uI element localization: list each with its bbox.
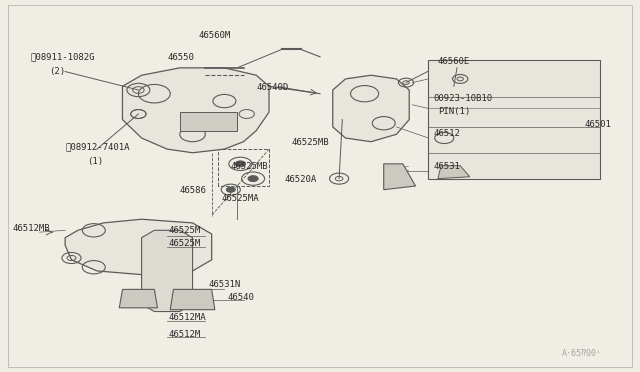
Text: 46525M: 46525M — [168, 239, 200, 248]
Text: ⓕ08912-7401A: ⓕ08912-7401A — [65, 142, 130, 151]
Text: 46586: 46586 — [180, 186, 207, 195]
Text: 46520A: 46520A — [285, 175, 317, 184]
Text: 46540D: 46540D — [256, 83, 289, 92]
Polygon shape — [333, 75, 409, 142]
Text: A·65⁇00ⁱ: A·65⁇00ⁱ — [562, 349, 602, 358]
Text: 46560M: 46560M — [199, 31, 231, 40]
Text: 46531: 46531 — [433, 163, 460, 171]
Polygon shape — [170, 289, 215, 310]
Text: 46525MB: 46525MB — [231, 163, 268, 171]
Polygon shape — [384, 164, 415, 190]
Polygon shape — [180, 112, 237, 131]
Text: 46525MB: 46525MB — [291, 138, 329, 147]
Circle shape — [236, 161, 246, 167]
Text: 46560E: 46560E — [438, 57, 470, 66]
Circle shape — [227, 187, 236, 192]
Text: 46525M: 46525M — [168, 226, 200, 235]
Text: ⓕ08911-1082G: ⓕ08911-1082G — [30, 52, 95, 61]
Polygon shape — [122, 68, 269, 153]
Text: 46525MA: 46525MA — [221, 194, 259, 203]
Text: PIN(1): PIN(1) — [438, 107, 471, 116]
Bar — [428, 61, 600, 179]
Text: 46512M: 46512M — [168, 330, 200, 339]
Polygon shape — [65, 219, 212, 275]
Polygon shape — [438, 166, 470, 179]
Text: 46512MA: 46512MA — [168, 312, 206, 322]
Polygon shape — [141, 230, 193, 311]
Text: 46512MB: 46512MB — [13, 224, 51, 233]
Text: 46512: 46512 — [433, 129, 460, 138]
Text: 46550: 46550 — [167, 54, 194, 62]
Polygon shape — [119, 289, 157, 308]
Text: (2): (2) — [49, 67, 65, 76]
Text: 46501: 46501 — [584, 120, 611, 129]
Text: 46531N: 46531N — [209, 280, 241, 289]
Circle shape — [248, 176, 258, 182]
Text: (1): (1) — [88, 157, 104, 166]
Text: 46540: 46540 — [228, 293, 255, 302]
Text: 00923-10B10: 00923-10B10 — [433, 94, 493, 103]
